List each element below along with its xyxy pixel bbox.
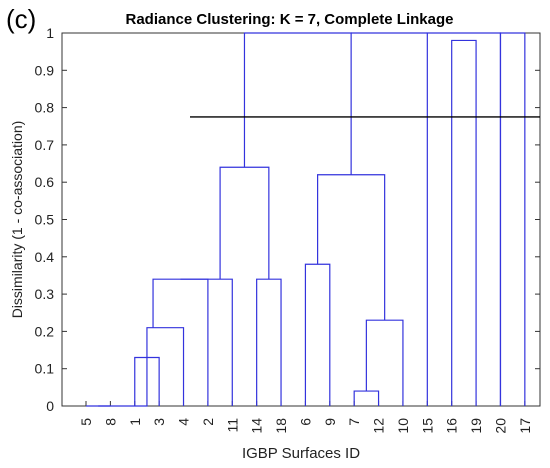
x-tick-label: 17 [517,418,533,434]
link-top-left [243,32,352,175]
y-tick-label: 0.3 [35,286,55,302]
y-tick-label: 1 [46,25,54,41]
y-tick-label: 0.6 [35,174,55,190]
link-cluster-10 [365,319,404,406]
y-tick-label: 0.2 [35,323,55,339]
x-tick-label: 5 [78,418,94,426]
link-14-18 [256,278,282,406]
x-axis-label: IGBP Surfaces ID [242,445,360,462]
link-6-9 [304,263,331,406]
y-tick-label: 0.5 [35,212,55,228]
y-tick-label: 0.1 [35,361,55,377]
x-tick-label: 20 [492,418,508,434]
x-tick-label: 7 [346,418,362,426]
y-axis-label: Dissimilarity (1 - co-association) [9,121,25,319]
x-tick-label: 6 [297,418,313,426]
link-7-12 [353,390,380,406]
x-tick-label: 8 [102,418,118,426]
plot-frame [61,32,541,407]
link-cluster-2 [152,278,209,406]
panel-label: (c) [6,4,37,34]
x-tick-label: 12 [371,418,387,434]
x-tick-label: 14 [249,418,265,434]
link-16-19 [451,39,477,406]
x-tick-label: 4 [176,418,192,426]
y-tick-label: 0.4 [35,249,55,265]
link-cluster-4 [146,327,185,406]
y-tick-label: 0.7 [35,137,55,153]
x-tick-label: 18 [273,418,289,434]
x-tick-label: 9 [322,418,338,426]
x-tick-label: 2 [200,418,216,426]
x-tick-label: 10 [395,418,411,434]
link-20-17 [499,32,526,406]
chart-title: Radiance Clustering: K = 7, Complete Lin… [125,11,454,28]
link-mid-group [317,174,386,321]
x-tick-label: 15 [419,418,435,434]
y-tick-label: 0.8 [35,100,55,116]
link-5-8-1-3 [98,357,148,407]
x-tick-label: 16 [444,418,460,434]
link-cluster-11 [180,278,233,406]
y-tick-label: 0.9 [35,62,55,78]
y-tick-label: 0 [46,398,54,414]
link-15-20 [426,32,502,406]
x-tick-label: 11 [224,418,240,433]
x-tick-label: 19 [468,418,484,434]
x-tick-label: 3 [151,418,167,426]
x-tick-label: 1 [127,418,143,426]
link-left-group [219,166,270,280]
